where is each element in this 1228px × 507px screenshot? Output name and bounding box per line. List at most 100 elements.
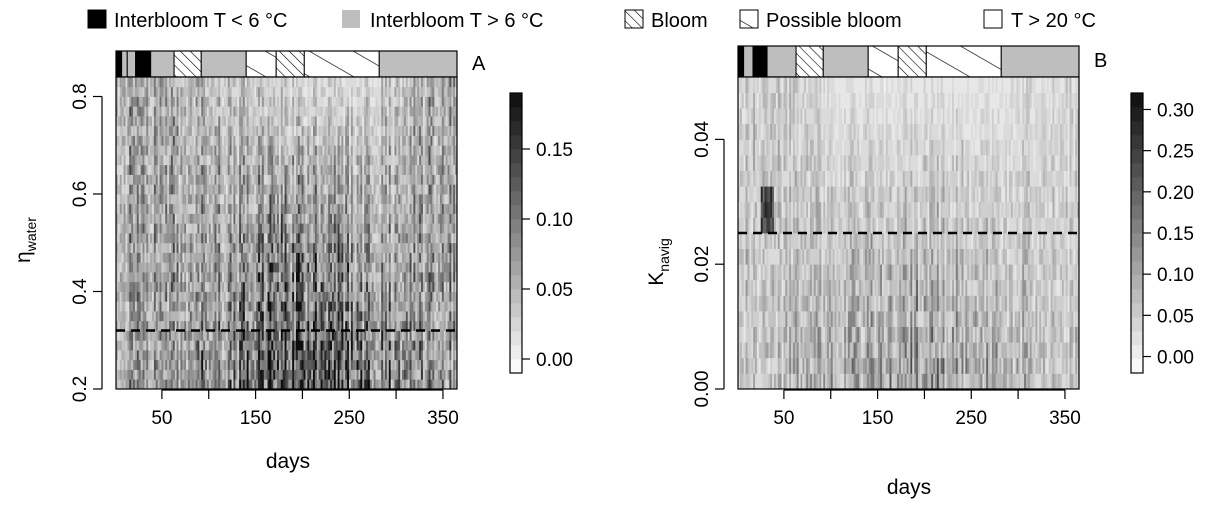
heat-cell	[345, 125, 348, 136]
heat-cell	[172, 320, 176, 331]
heat-cell	[248, 125, 251, 136]
heat-cell	[352, 281, 356, 292]
season-segment	[200, 50, 247, 78]
heat-cell	[392, 281, 395, 292]
heat-cell	[189, 125, 193, 136]
heat-cell	[330, 184, 333, 195]
heat-cell	[407, 77, 411, 88]
heat-cell	[347, 330, 350, 341]
heat-cell	[292, 77, 295, 88]
heat-cell	[191, 96, 195, 107]
heat-cell	[223, 184, 227, 195]
heat-cell	[403, 194, 407, 205]
heat-cell	[187, 203, 191, 214]
heat-cell	[381, 96, 384, 107]
heat-cell	[176, 86, 179, 97]
heat-cell	[176, 291, 179, 302]
heat-cell	[349, 96, 352, 107]
heat-cell	[263, 116, 267, 127]
heat-cell	[227, 369, 231, 380]
heat-cell	[205, 301, 208, 312]
heat-cell	[364, 194, 367, 205]
heat-cell	[324, 213, 327, 224]
heat-cell	[244, 281, 248, 292]
heat-cell	[210, 330, 214, 341]
heat-cell	[388, 194, 392, 205]
heat-cell	[349, 291, 352, 302]
heat-cell	[311, 340, 314, 351]
heat-cell	[191, 174, 195, 185]
heat-cell	[335, 77, 339, 88]
heat-cell	[246, 223, 250, 234]
heat-cell	[341, 301, 344, 312]
heat-cell	[269, 301, 272, 312]
heat-cell	[345, 252, 348, 263]
heat-cell	[396, 301, 399, 312]
heat-cell	[157, 301, 160, 312]
heat-cell	[142, 281, 145, 292]
heat-cell	[242, 203, 246, 214]
heat-cell	[352, 291, 356, 302]
heat-cell	[133, 223, 136, 234]
heat-cell	[328, 116, 331, 127]
heat-cell	[354, 233, 357, 244]
heat-cell	[280, 330, 284, 341]
heat-cell	[144, 311, 147, 322]
heat-cell	[402, 194, 405, 205]
heat-cell	[273, 350, 276, 361]
heat-cell	[282, 291, 285, 302]
heat-cell	[352, 252, 356, 263]
heat-cell	[133, 291, 136, 302]
heat-cell	[159, 213, 162, 224]
heat-cell	[214, 106, 217, 117]
heat-cell	[116, 233, 119, 244]
heat-cell	[379, 340, 382, 351]
heat-cell	[278, 281, 282, 292]
heat-cell	[314, 135, 318, 146]
heat-cell	[157, 194, 160, 205]
heat-cell	[369, 135, 373, 146]
heat-cell	[341, 125, 344, 136]
heat-cell	[187, 233, 191, 244]
heat-cell	[379, 194, 382, 205]
heat-cell	[320, 125, 323, 136]
heat-cell	[286, 135, 289, 146]
heat-cell	[330, 96, 333, 107]
heat-cell	[210, 184, 214, 195]
heat-cell	[150, 116, 153, 127]
heat-cell	[295, 125, 299, 136]
heat-cell	[131, 106, 134, 117]
heat-cell	[297, 145, 301, 156]
heat-cell	[396, 86, 399, 97]
heat-cell	[322, 242, 325, 253]
heat-cell	[322, 155, 325, 166]
heat-cell	[398, 311, 401, 322]
heat-cell	[201, 203, 204, 214]
heat-cell	[379, 379, 382, 389]
heat-cell	[403, 77, 407, 88]
heat-cell	[278, 184, 282, 195]
heat-cell	[326, 174, 329, 185]
heat-cell	[326, 359, 329, 370]
heat-cell	[299, 194, 303, 205]
heat-cell	[136, 252, 140, 263]
heat-cell	[148, 203, 151, 214]
heat-cell	[277, 194, 280, 205]
heat-cell	[309, 369, 312, 380]
heat-cell	[129, 320, 132, 331]
heat-cell	[165, 155, 168, 166]
heat-cell	[222, 330, 225, 341]
heat-cell	[277, 213, 280, 224]
heat-cell	[129, 369, 132, 380]
heat-cell	[369, 340, 373, 351]
heat-cell	[398, 164, 401, 175]
heat-cell	[134, 145, 138, 156]
heat-cell	[241, 369, 244, 380]
heat-cell	[133, 213, 136, 224]
heat-cell	[129, 262, 132, 273]
heat-cell	[282, 262, 285, 273]
heat-cell	[201, 291, 204, 302]
heat-cell	[295, 213, 299, 224]
heat-cell	[254, 164, 257, 175]
heat-cell	[390, 77, 393, 88]
